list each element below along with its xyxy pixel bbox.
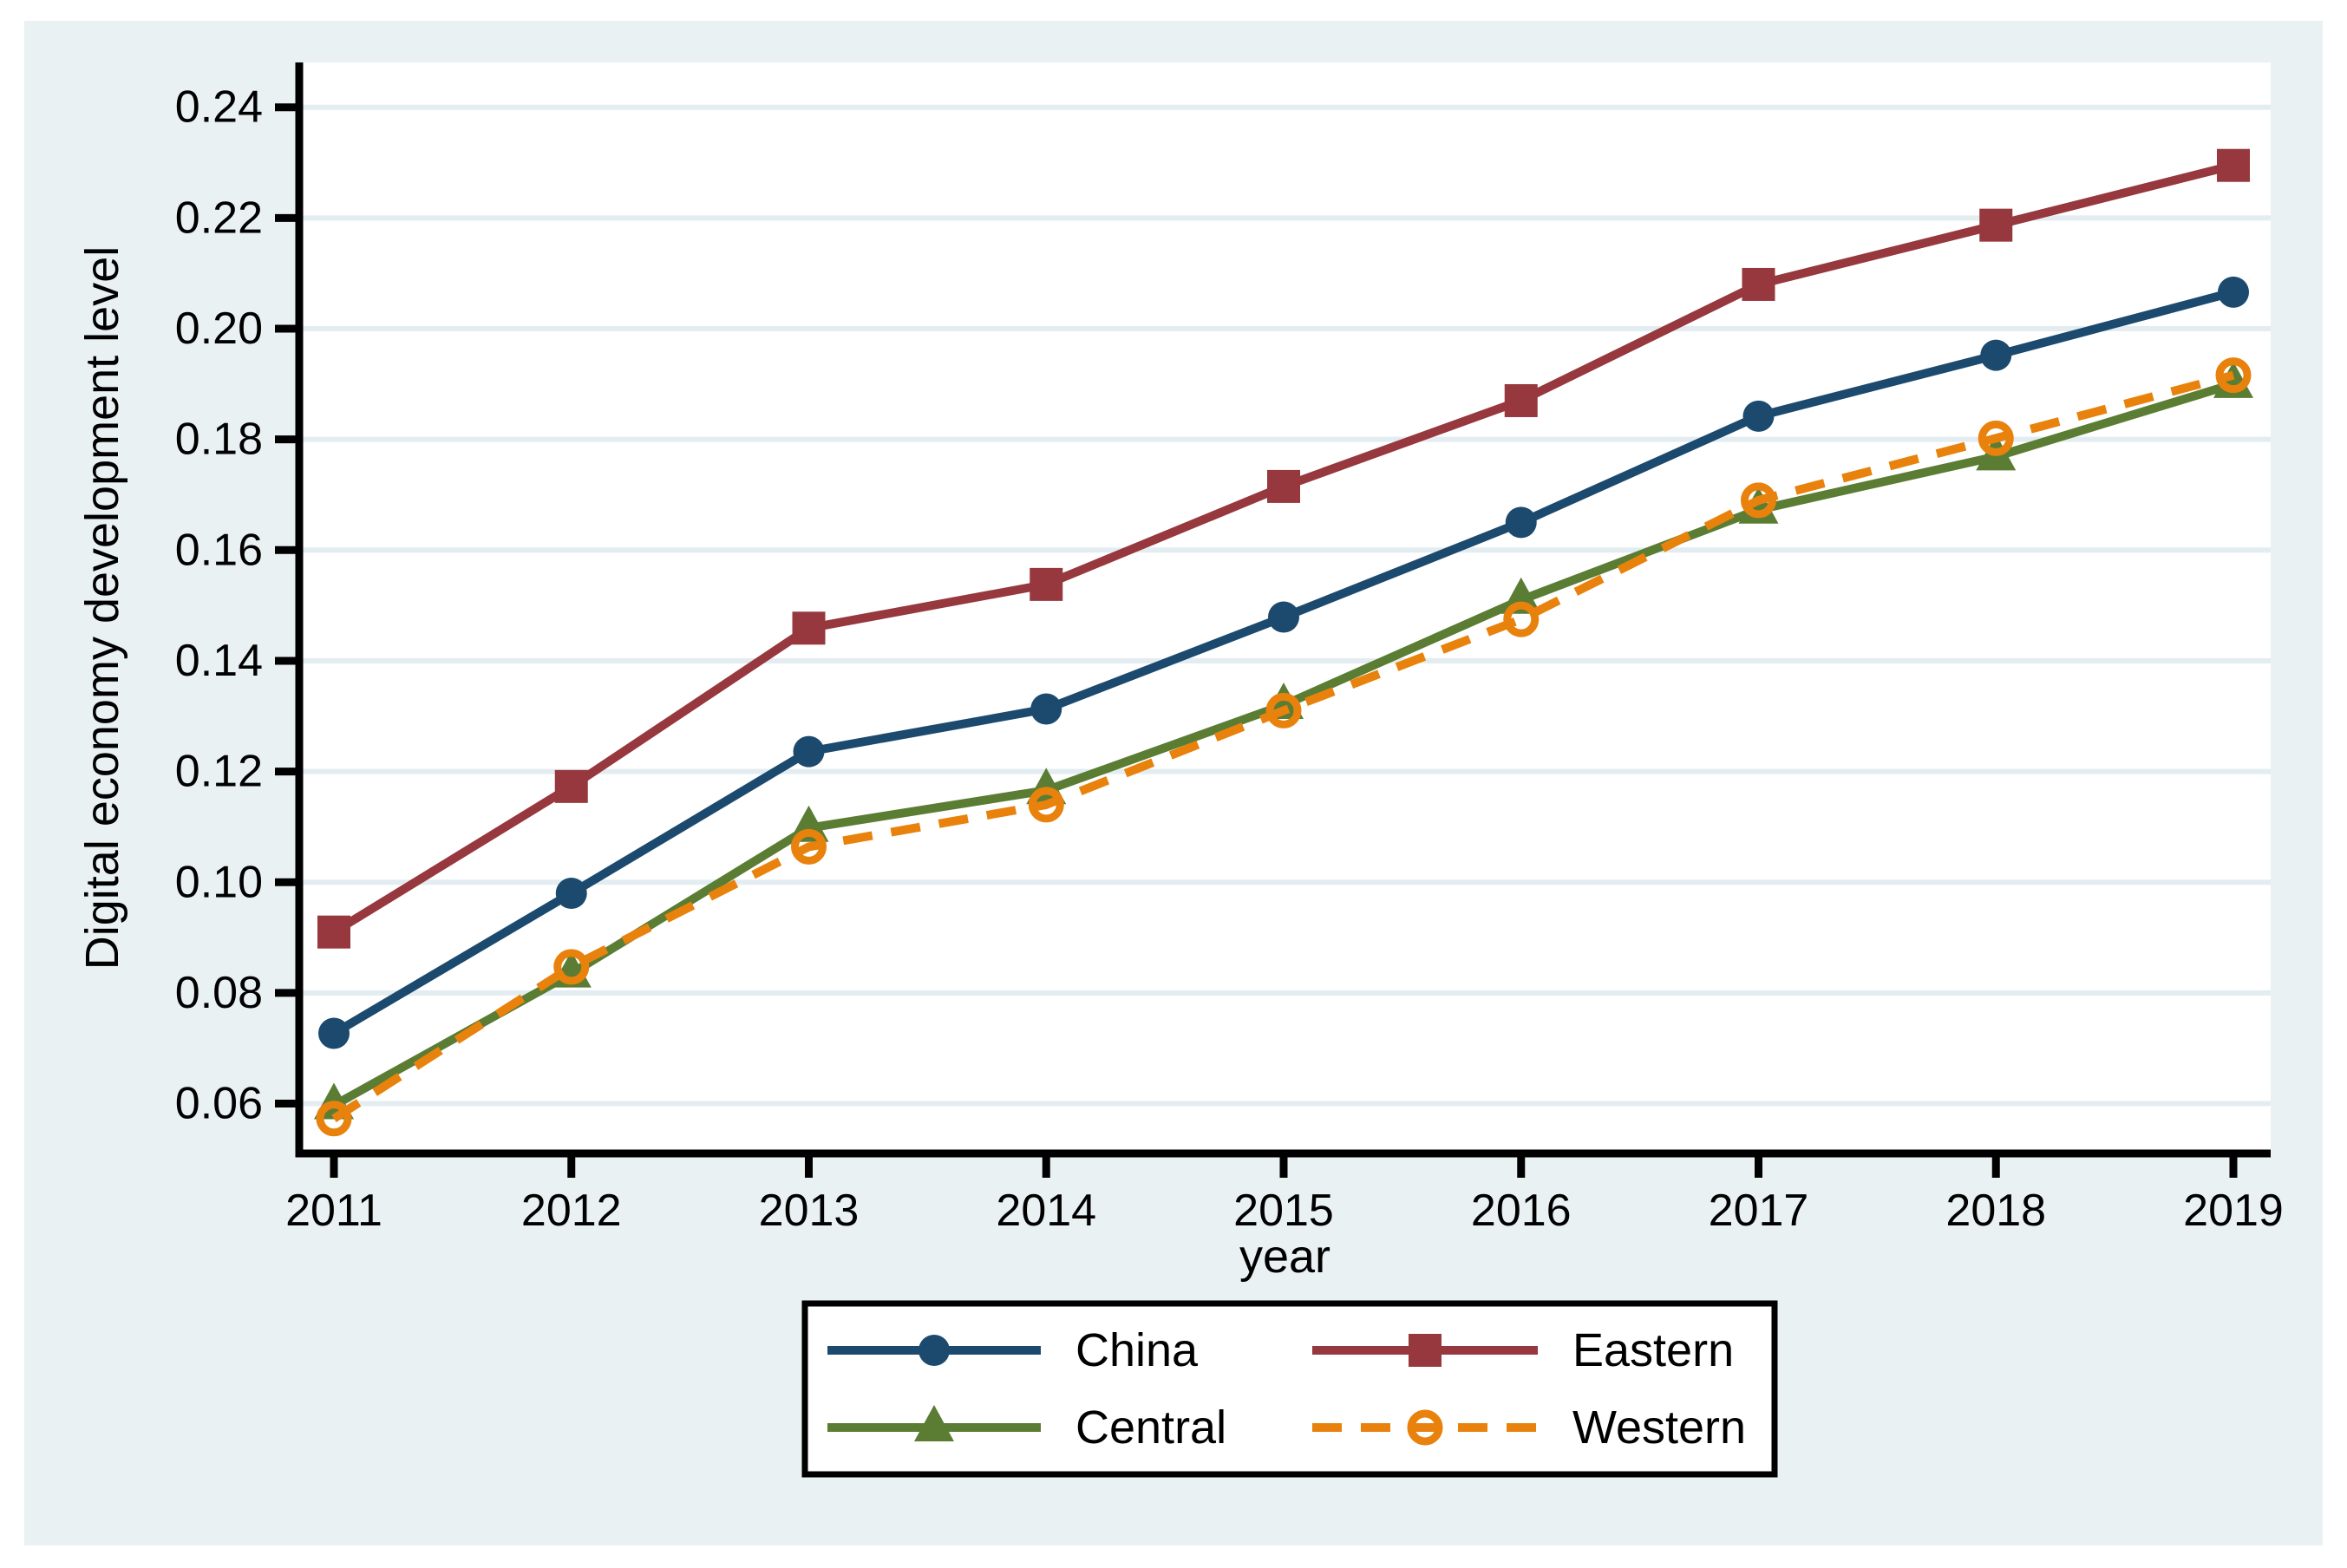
- series-eastern: [317, 148, 2250, 949]
- data-point-circle: [1742, 400, 1775, 432]
- data-point-circle-hollow: [1028, 787, 1064, 823]
- data-point-triangle: [914, 1405, 954, 1441]
- legend-item-western: Western: [1312, 1401, 1746, 1454]
- legend-box: [801, 1300, 1778, 1478]
- legend-label: Eastern: [1572, 1324, 1734, 1376]
- data-point-circle: [555, 878, 587, 910]
- legend-label: Central: [1075, 1401, 1226, 1454]
- data-point-circle: [919, 1335, 950, 1366]
- data-point-circle-hollow: [791, 828, 827, 865]
- x-tick-label: 2016: [1471, 1186, 1572, 1236]
- y-tick-label: 0.24: [175, 82, 263, 133]
- data-point-square: [554, 769, 588, 803]
- legend-label: China: [1075, 1324, 1199, 1376]
- data-point-square: [1030, 567, 1063, 601]
- y-tick-label: 0.10: [175, 857, 263, 907]
- y-tick-label: 0.08: [175, 968, 263, 1018]
- data-point-circle: [1030, 693, 1062, 725]
- x-tick-label: 2014: [996, 1186, 1096, 1236]
- data-point-circle-hollow: [1503, 601, 1540, 637]
- y-tick-label: 0.16: [175, 525, 263, 575]
- x-axis-title: year: [1239, 1231, 1330, 1283]
- y-axis-title: Digital economy development level: [76, 246, 128, 970]
- data-point-square: [317, 915, 350, 949]
- data-point-circle-hollow: [553, 949, 590, 985]
- data-point-circle-hollow: [1265, 692, 1302, 728]
- x-tick-label: 2018: [1945, 1186, 2046, 1236]
- data-point-circle-hollow: [1978, 420, 2014, 456]
- data-point-square: [1742, 267, 1775, 301]
- data-point-circle-hollow: [316, 1101, 352, 1137]
- legend: China Eastern Central Western: [801, 1300, 1778, 1478]
- legend-label: Western: [1572, 1401, 1746, 1454]
- legend-item-china: China: [827, 1324, 1199, 1376]
- series-china: [318, 276, 2249, 1049]
- data-point-square: [1504, 383, 1538, 417]
- x-tick-label: 2015: [1233, 1186, 1334, 1236]
- data-point-circle-hollow: [1741, 482, 1776, 519]
- y-tick-label: 0.12: [175, 747, 263, 797]
- data-point-circle: [1268, 601, 1299, 633]
- y-tick-label: 0.06: [175, 1079, 263, 1129]
- y-tick-label: 0.22: [175, 193, 263, 243]
- series-western: [316, 357, 2252, 1137]
- data-point-square: [1409, 1334, 1442, 1367]
- x-tick-label: 2019: [2183, 1186, 2284, 1236]
- data-point-circle: [1505, 506, 1537, 539]
- data-point-circle-hollow: [1407, 1409, 1443, 1446]
- x-tick-label: 2012: [521, 1186, 622, 1236]
- data-point-circle: [2218, 276, 2249, 308]
- data-point-circle: [1980, 339, 2012, 371]
- data-point-circle-hollow: [2215, 357, 2252, 394]
- x-tick-label: 2013: [759, 1186, 860, 1236]
- data-point-square: [792, 611, 826, 645]
- legend-item-central: Central: [827, 1401, 1226, 1454]
- x-tick-label: 2017: [1709, 1186, 1809, 1236]
- data-point-circle: [318, 1017, 350, 1049]
- data-point-square: [2217, 148, 2250, 182]
- y-tick-label: 0.14: [175, 636, 263, 686]
- legend-item-eastern: Eastern: [1312, 1324, 1734, 1376]
- data-point-square: [1267, 469, 1300, 503]
- data-point-circle: [793, 735, 825, 768]
- y-tick-label: 0.18: [175, 415, 263, 465]
- x-tick-label: 2011: [285, 1186, 382, 1236]
- data-point-square: [1979, 208, 2013, 242]
- y-tick-label: 0.20: [175, 304, 263, 354]
- series-line-western: [331, 370, 2235, 1123]
